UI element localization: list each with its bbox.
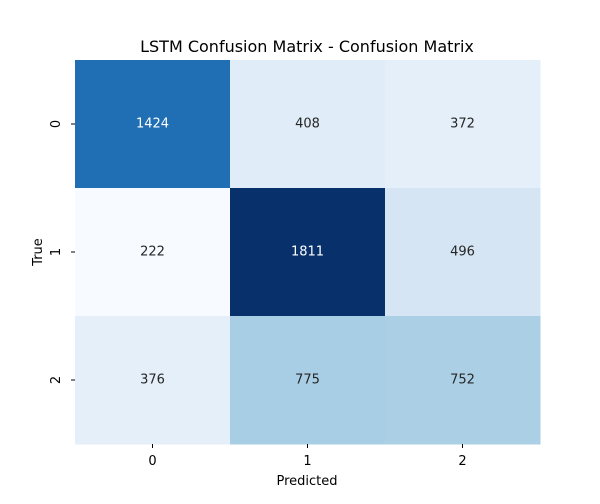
x-tick-label-1: 1: [303, 454, 311, 469]
x-axis-ticks: 0 1 2: [148, 444, 467, 469]
cell-value-r0-c2: 372: [450, 117, 475, 132]
y-tick-label-1: 1: [49, 248, 64, 256]
x-tick-label-0: 0: [148, 454, 156, 469]
y-axis-label: True: [31, 238, 46, 267]
cell-value-r0-c1: 408: [295, 117, 320, 132]
y-axis-ticks: 0 1 2: [49, 120, 75, 384]
heatmap-cell-r0-c1: [230, 60, 386, 189]
cell-value-r2-c1: 775: [295, 373, 320, 388]
heatmap-cell-r2-c2: [385, 316, 541, 445]
heatmap-cell-r2-c1: [230, 316, 386, 445]
cell-value-r2-c0: 376: [140, 373, 165, 388]
heatmap-cell-r1-c2: [385, 188, 541, 317]
x-tick-label-2: 2: [458, 454, 466, 469]
y-tick-label-0: 0: [49, 120, 64, 128]
heatmap-cell-r0-c2: [385, 60, 541, 189]
x-axis-label: Predicted: [276, 474, 337, 489]
heatmap-cell-r1-c1: [230, 188, 386, 317]
y-tick-label-2: 2: [49, 376, 64, 384]
cell-value-r1-c1: 1811: [291, 245, 324, 260]
cell-value-r1-c2: 496: [450, 245, 475, 260]
cell-value-r0-c0: 1424: [136, 117, 169, 132]
cell-value-r1-c0: 222: [140, 245, 165, 260]
cell-value-r2-c2: 752: [450, 373, 475, 388]
heatmap-cell-r0-c0: [75, 60, 231, 189]
chart-title: LSTM Confusion Matrix - Confusion Matrix: [140, 37, 474, 56]
heatmap-cell-r1-c0: [75, 188, 231, 317]
heatmap-cell-labels: 1424 408 372 222 1811 496 376 775 752: [136, 117, 475, 388]
heatmap-cells: [75, 60, 541, 445]
heatmap-cell-r2-c0: [75, 316, 231, 445]
